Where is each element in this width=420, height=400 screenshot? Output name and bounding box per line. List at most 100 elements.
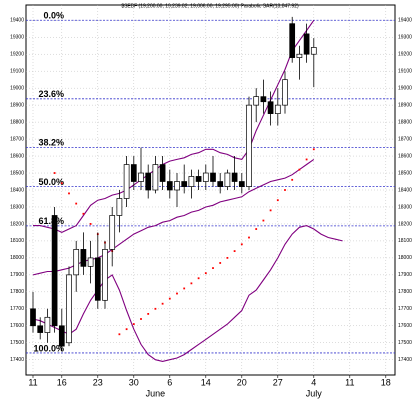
sar-dot	[298, 168, 301, 171]
y-tick-label: 19000	[10, 85, 24, 91]
sar-dot	[269, 209, 272, 212]
fib-label: 23.6%	[38, 89, 64, 99]
sar-dot	[161, 302, 164, 305]
sar-dot	[204, 272, 207, 275]
sar-dot	[284, 189, 286, 191]
sar-dot	[183, 287, 186, 290]
candle-body	[44, 316, 51, 333]
sar-dot	[291, 178, 294, 181]
y-tick-label: 17700	[10, 306, 24, 312]
sar-dot	[168, 297, 171, 300]
sar-dot	[312, 148, 315, 151]
candle-body	[296, 53, 303, 58]
y-tick-label: 18500	[398, 170, 412, 176]
x-tick-label: 23	[93, 377, 103, 387]
sar-dot	[212, 267, 214, 269]
fib-label: 50.0%	[38, 177, 64, 187]
y-tick-label: 18000	[398, 255, 412, 261]
y-tick-label: 18600	[398, 153, 412, 159]
sar-dot	[240, 243, 243, 246]
sar-dot	[68, 192, 70, 195]
candle-body	[159, 164, 166, 182]
candle-body	[246, 104, 252, 187]
y-tick-label: 17800	[10, 289, 24, 295]
x-tick-label: 14	[201, 377, 211, 387]
sar-dot	[255, 228, 258, 230]
candle-body	[217, 181, 224, 187]
x-tick-label: 16	[57, 377, 67, 387]
candle-body	[152, 164, 159, 191]
candle-body	[102, 249, 108, 301]
candle-body	[253, 96, 260, 106]
candle-body	[195, 176, 202, 182]
sar-dot	[190, 282, 193, 285]
sar-dot	[154, 307, 157, 310]
sar-dot	[219, 262, 222, 264]
candle-body	[109, 215, 116, 250]
sar-dot	[53, 172, 56, 174]
fib-label: 61.8%	[38, 216, 64, 226]
candle-body	[303, 33, 310, 55]
x-tick-label: 6	[167, 377, 172, 387]
sar-dot	[147, 312, 150, 315]
candle-body	[30, 308, 36, 327]
sar-dot	[60, 182, 63, 185]
sar-dot	[248, 236, 250, 239]
fib-label: 38.2%	[38, 138, 64, 148]
y-tick-label: 18900	[398, 102, 412, 108]
candle-body	[130, 164, 137, 182]
y-tick-label: 18200	[10, 221, 24, 227]
y-tick-label: 17400	[10, 357, 24, 363]
sar-dot	[125, 328, 128, 331]
y-tick-label: 19400	[10, 18, 24, 24]
candle-body	[210, 172, 216, 182]
candle-body	[181, 181, 188, 187]
sar-dot	[305, 158, 308, 161]
x-tick-label: 11	[28, 377, 37, 387]
sar-dot	[140, 318, 142, 320]
y-tick-label: 19300	[398, 35, 412, 41]
y-tick-label: 19400	[398, 18, 412, 24]
candle-body	[66, 274, 72, 344]
candle-body	[73, 249, 80, 276]
candle-body	[123, 164, 130, 199]
y-tick-label: 18400	[10, 187, 24, 193]
candle-body	[188, 176, 195, 187]
sar-dot	[176, 292, 178, 295]
candle-body	[174, 181, 180, 191]
y-tick-label: 18100	[10, 238, 24, 244]
y-tick-label: 17500	[10, 340, 24, 346]
candle-body	[37, 325, 44, 333]
y-tick-label: 17700	[398, 306, 412, 312]
y-tick-label: 17400	[398, 357, 412, 363]
x-tick-label: 11	[345, 377, 354, 387]
sar-dot	[197, 277, 200, 280]
month-label: July	[306, 388, 323, 398]
y-tick-label: 18000	[10, 255, 24, 261]
x-tick-label: 27	[273, 377, 283, 387]
x-tick-label: 4	[311, 377, 316, 387]
sar-dot	[75, 202, 78, 205]
candle-body	[260, 96, 267, 103]
x-tick-label: 20	[237, 377, 247, 387]
x-tick-label: 30	[129, 377, 139, 387]
x-tick-label: 18	[381, 377, 391, 387]
y-tick-label: 18200	[398, 221, 412, 227]
y-tick-label: 18600	[10, 153, 24, 159]
y-tick-label: 18100	[398, 238, 412, 244]
candle-body	[87, 257, 94, 267]
candle-body	[267, 101, 274, 114]
y-tick-label: 18800	[10, 119, 24, 125]
candle-body	[282, 79, 288, 106]
chart-title: $SEBF (19,200.00, 19,239.82, 19,006.00, …	[121, 3, 299, 9]
sar-dot	[82, 212, 85, 215]
y-tick-label: 17600	[398, 323, 412, 329]
y-tick-label: 17600	[10, 323, 24, 329]
sar-dot	[226, 256, 229, 259]
sar-dot	[89, 223, 92, 225]
candle-body	[145, 172, 152, 191]
sar-dot	[132, 323, 135, 325]
band-line	[32, 158, 315, 276]
